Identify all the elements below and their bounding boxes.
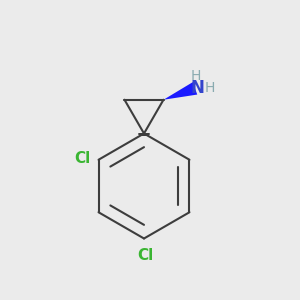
Text: H: H xyxy=(205,81,215,95)
Text: N: N xyxy=(190,80,204,97)
Text: H: H xyxy=(191,69,201,83)
Text: Cl: Cl xyxy=(74,151,90,166)
Text: Cl: Cl xyxy=(137,248,154,262)
Polygon shape xyxy=(164,82,197,100)
